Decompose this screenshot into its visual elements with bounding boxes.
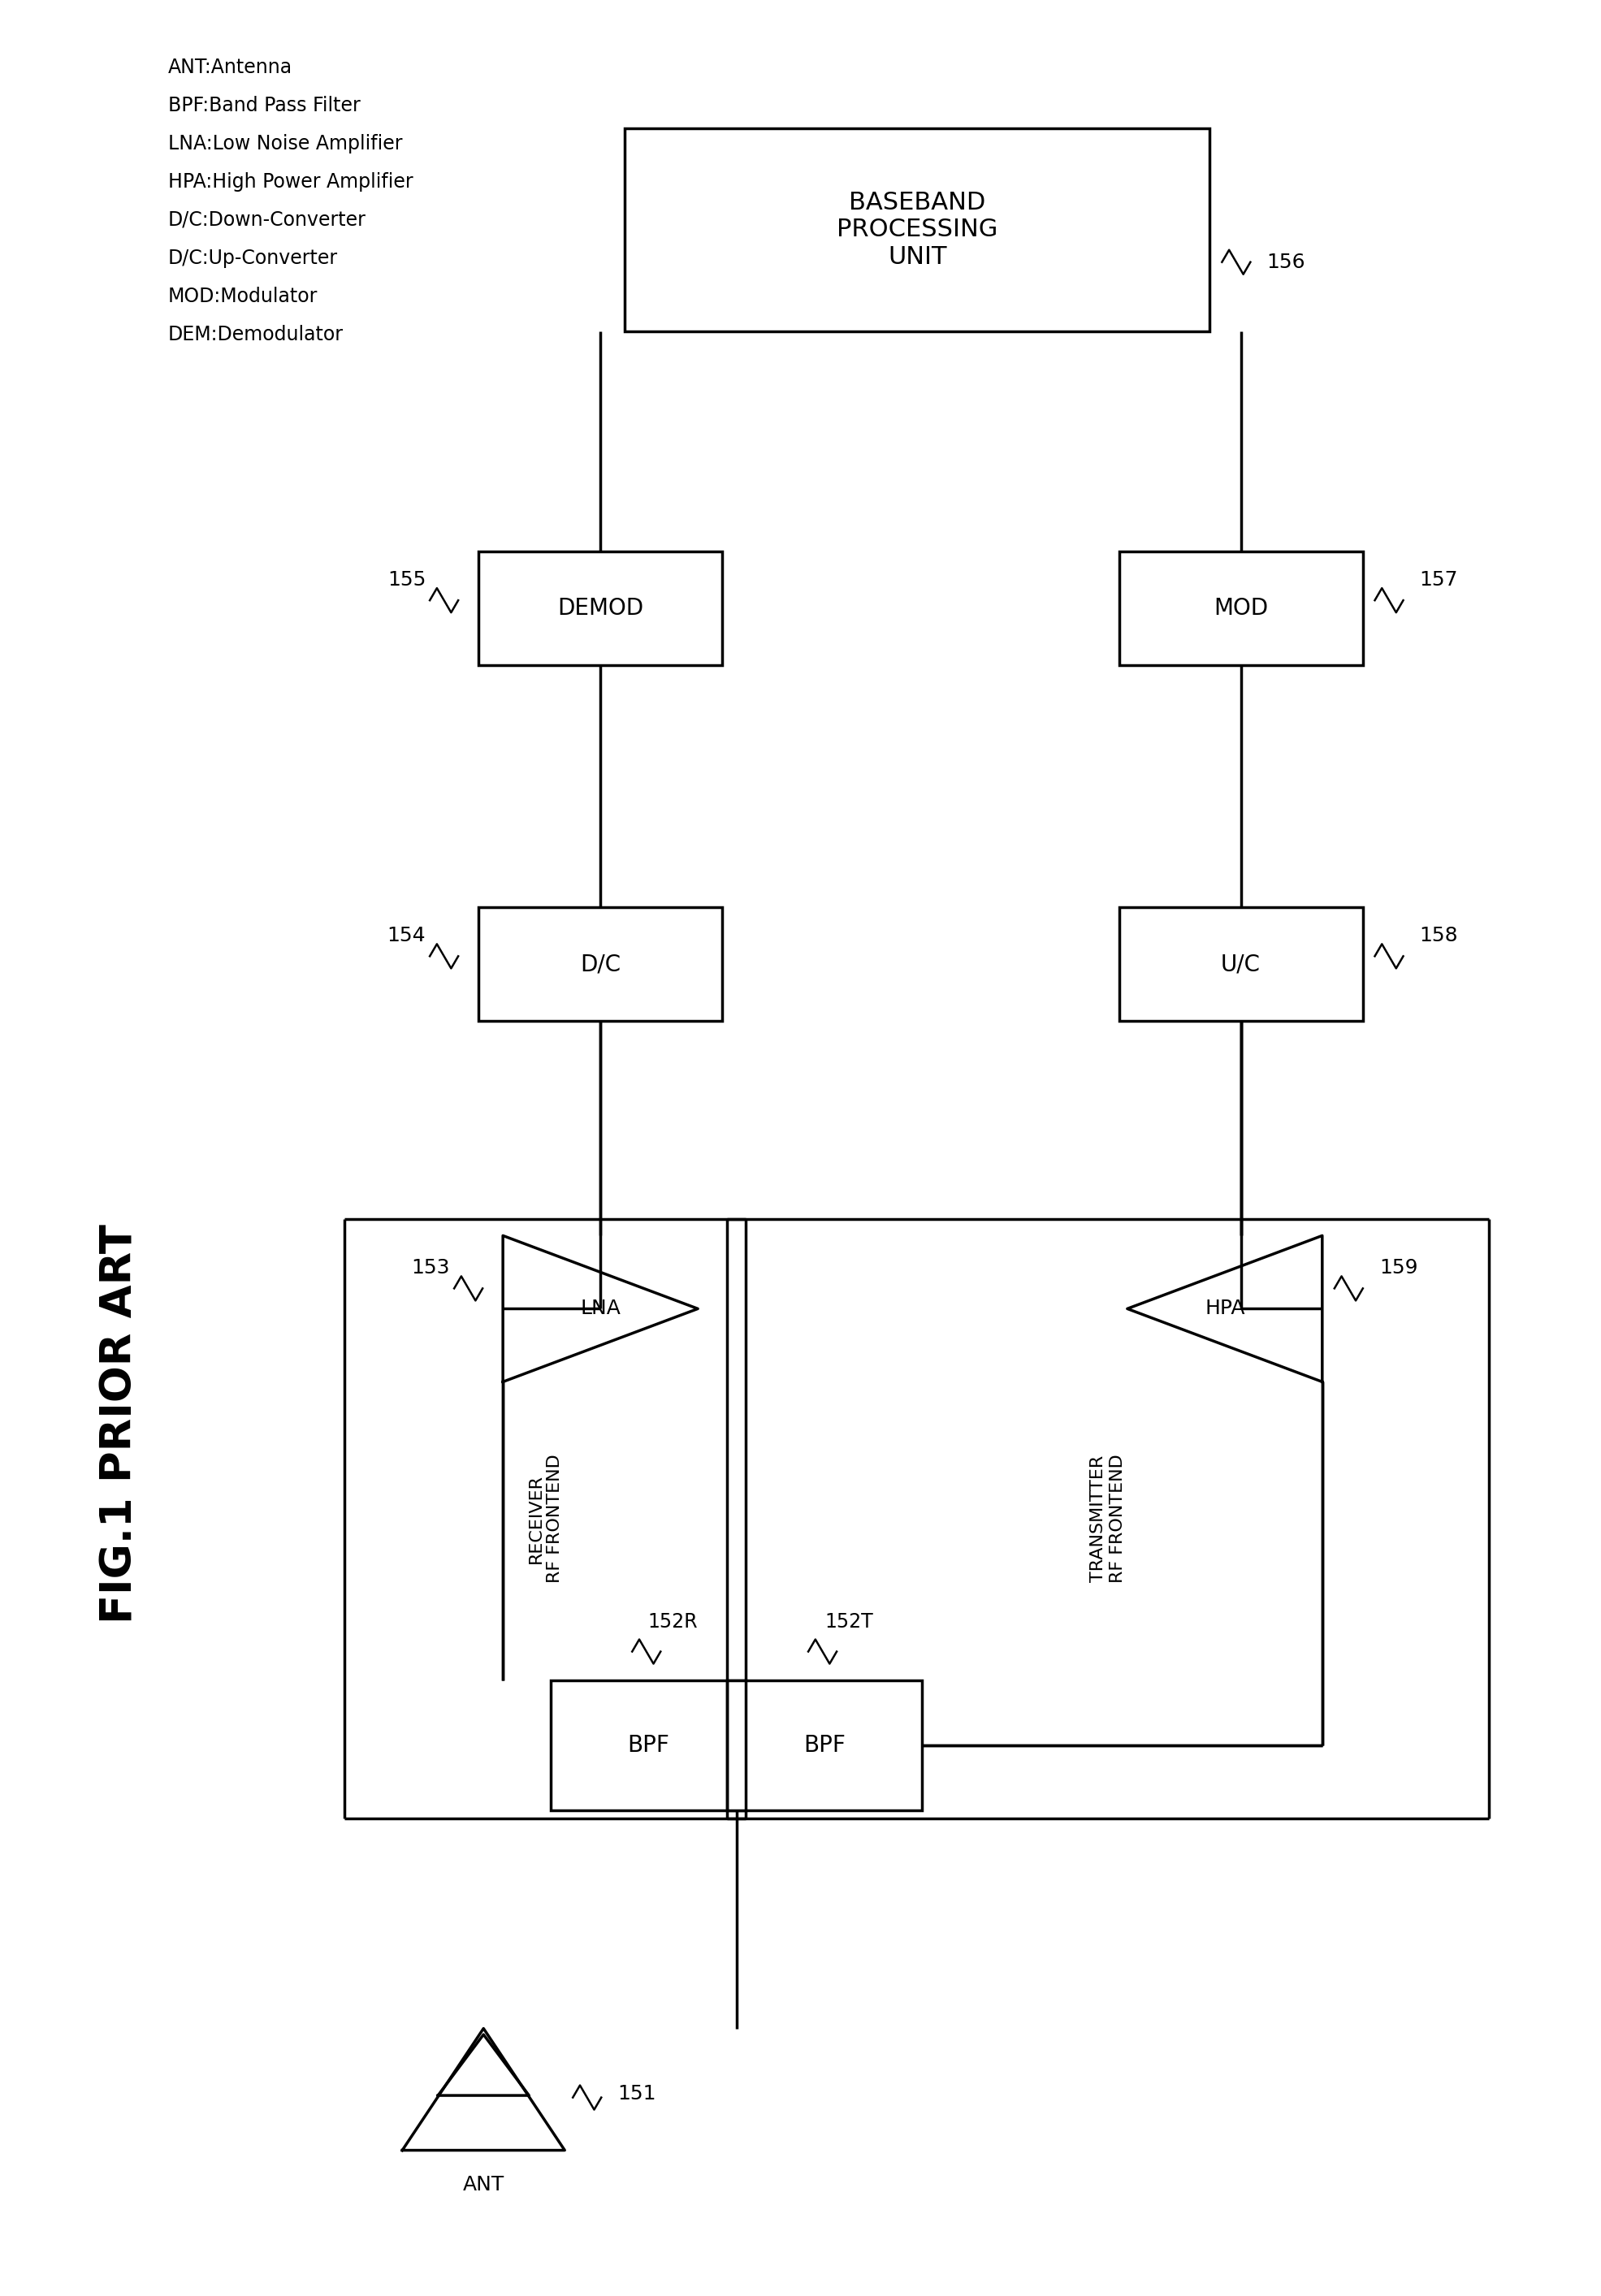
- Text: ANT:Antenna: ANT:Antenna: [168, 57, 293, 76]
- Text: 151: 151: [618, 2085, 656, 2103]
- Bar: [727, 1681, 922, 1809]
- Text: DEMOD: DEMOD: [557, 597, 644, 620]
- Text: BPF: BPF: [628, 1733, 669, 1756]
- Text: MOD: MOD: [1214, 597, 1268, 620]
- Text: 155: 155: [387, 569, 426, 590]
- Bar: [1119, 551, 1362, 666]
- Text: 157: 157: [1420, 569, 1459, 590]
- Text: D/C: D/C: [580, 953, 621, 976]
- Text: LNA:Low Noise Amplifier: LNA:Low Noise Amplifier: [168, 133, 402, 154]
- Bar: [551, 1681, 746, 1809]
- Text: DEM:Demodulator: DEM:Demodulator: [168, 324, 344, 344]
- Text: RECEIVER
RF FRONTEND: RECEIVER RF FRONTEND: [527, 1453, 562, 1584]
- Text: 156: 156: [1266, 253, 1305, 271]
- Text: BPF:Band Pass Filter: BPF:Band Pass Filter: [168, 96, 360, 115]
- Text: LNA: LNA: [580, 1300, 621, 1318]
- Text: MOD:Modulator: MOD:Modulator: [168, 287, 319, 305]
- Text: U/C: U/C: [1222, 953, 1260, 976]
- Text: TRANSMITTER
RF FRONTEND: TRANSMITTER RF FRONTEND: [1090, 1453, 1126, 1584]
- Text: 152R: 152R: [648, 1612, 698, 1630]
- Text: HPA:High Power Amplifier: HPA:High Power Amplifier: [168, 172, 413, 191]
- Bar: [479, 907, 722, 1022]
- Text: FIG.1 PRIOR ART: FIG.1 PRIOR ART: [99, 1224, 141, 1623]
- Text: 154: 154: [387, 925, 426, 946]
- Text: D/C:Down-Converter: D/C:Down-Converter: [168, 211, 367, 230]
- Bar: [624, 129, 1210, 331]
- Text: BPF: BPF: [804, 1733, 845, 1756]
- Text: D/C:Up-Converter: D/C:Up-Converter: [168, 248, 338, 269]
- Text: BASEBAND
PROCESSING
UNIT: BASEBAND PROCESSING UNIT: [837, 191, 997, 269]
- Text: HPA: HPA: [1204, 1300, 1246, 1318]
- Text: 159: 159: [1378, 1258, 1417, 1279]
- Text: ANT: ANT: [463, 2174, 504, 2195]
- Bar: [1119, 907, 1362, 1022]
- Text: 158: 158: [1420, 925, 1459, 946]
- Bar: [479, 551, 722, 666]
- Text: 152T: 152T: [825, 1612, 873, 1630]
- Text: 153: 153: [411, 1258, 450, 1279]
